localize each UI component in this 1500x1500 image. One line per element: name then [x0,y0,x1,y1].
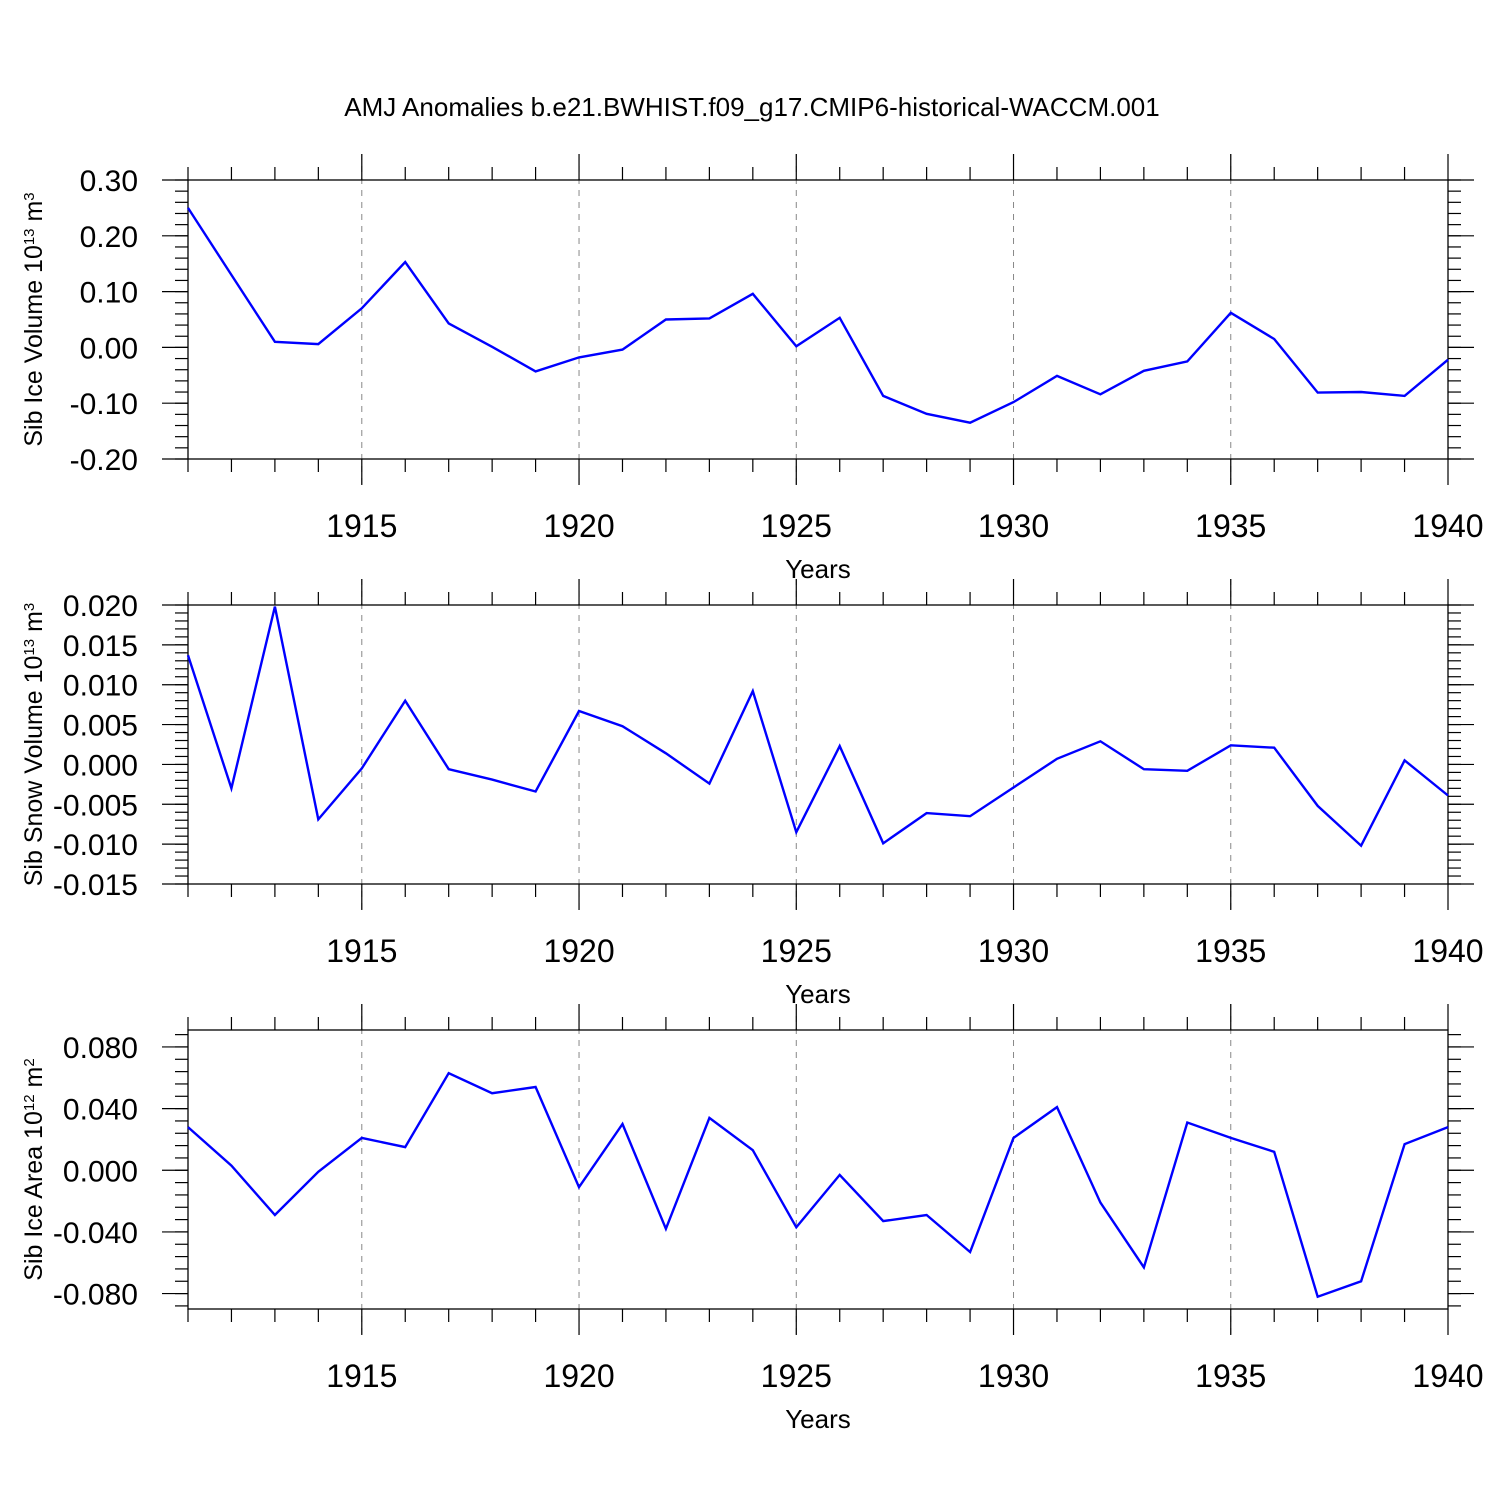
y-tick-label: 0.020 [63,590,138,623]
y-axis-label-text: Sib Snow Volume 10 [20,656,48,887]
x-tick-label: 1940 [1412,508,1483,544]
y-axis-label-text: m [20,611,48,639]
plot-frame [187,1029,1449,1310]
x-tick-label: 1940 [1412,933,1483,969]
y-tick-label: 0.080 [63,1032,138,1065]
y-axis-label-superscript: 3 [21,192,38,200]
y-axis-label-superscript: 13 [21,228,38,245]
y-tick-label: 0.010 [63,670,138,703]
x-tick-label: 1915 [326,933,397,969]
y-axis-label-text: m [20,201,48,229]
y-axis-label-text: Sib Ice Area 10 [20,1111,48,1281]
y-tick-label: 0.000 [63,749,138,782]
y-axis-label: Sib Snow Volume 1013 m3 [20,603,48,887]
x-tick-label: 1920 [543,1358,614,1394]
x-tick-label: 1915 [326,508,397,544]
x-tick-label: 1935 [1195,933,1266,969]
x-axis-label: Years [785,554,851,584]
x-tick-label: 1930 [978,508,1049,544]
plot-frame [187,179,1449,460]
y-axis-label-superscript: 13 [21,639,38,656]
y-tick-label: 0.20 [80,221,138,254]
chart-panel-2: -0.015 -0.010 -0.005 0.000 0.005 0.010 0.015 0.… [20,579,1484,1009]
x-tick-label: 1940 [1412,1358,1483,1394]
y-axis-label-superscript: 3 [21,603,38,611]
x-axis-label: Years [785,1404,851,1434]
x-tick-label: 1925 [761,1358,832,1394]
y-tick-label: -0.015 [53,869,138,902]
chart-title: AMJ Anomalies b.e21.BWHIST.f09_g17.CMIP6… [344,92,1159,122]
y-tick-label: 0.040 [63,1094,138,1127]
y-axis-label: Sib Ice Area 1012 m2 [20,1058,48,1280]
y-axis-label-superscript: 12 [21,1094,38,1111]
series-line [187,1071,1449,1299]
x-tick-label: 1930 [978,1358,1049,1394]
y-tick-label: -0.040 [53,1217,138,1250]
x-tick-label: 1925 [761,933,832,969]
y-tick-label: 0.015 [63,630,138,663]
x-tick-label: 1935 [1195,508,1266,544]
series-line [186,606,1449,848]
plot-frame [187,604,1449,885]
y-tick-label: -0.005 [53,789,138,822]
x-axis-label: Years [785,979,851,1009]
y-tick-label: -0.080 [53,1279,138,1312]
y-tick-label: 0.10 [80,277,138,310]
y-tick-label: 0.000 [63,1155,138,1188]
y-tick-label: -0.10 [70,388,138,421]
y-axis-label-text: m [20,1067,48,1095]
y-axis-label-text: Sib Ice Volume 10 [20,245,48,447]
y-tick-label: 0.30 [80,165,138,198]
x-tick-label: 1935 [1195,1358,1266,1394]
x-tick-label: 1930 [978,933,1049,969]
y-tick-label: 0.005 [63,710,138,743]
y-axis-label: Sib Ice Volume 1013 m3 [20,192,48,446]
x-tick-label: 1920 [543,508,614,544]
x-tick-label: 1925 [761,508,832,544]
series-line [186,207,1449,424]
y-tick-label: 0.00 [80,332,138,365]
chart-panel-1: -0.20 -0.10 0.00 0.10 0.20 0.30 1915 1920 1925 19… [20,154,1484,584]
x-tick-label: 1915 [326,1358,397,1394]
y-tick-label: -0.010 [53,829,138,862]
y-axis-label-superscript: 2 [21,1058,38,1066]
x-tick-label: 1920 [543,933,614,969]
y-tick-label: -0.20 [70,444,138,477]
chart-panel-3: -0.080 -0.040 0.000 0.040 0.080 1915 1920 1925 1… [20,1004,1484,1434]
